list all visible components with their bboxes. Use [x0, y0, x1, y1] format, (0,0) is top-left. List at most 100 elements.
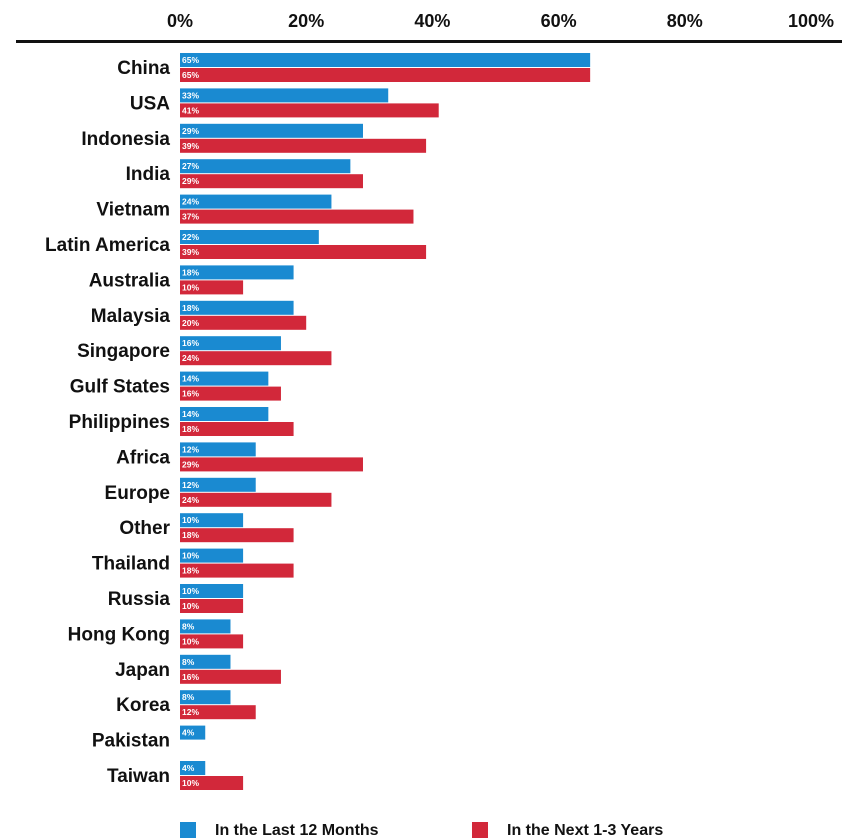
- data-label: 24%: [182, 353, 199, 363]
- data-label: 29%: [182, 126, 199, 136]
- category-label: Japan: [115, 660, 170, 681]
- bar-next-1-3-years: [180, 492, 332, 507]
- bar-last-12-months: [180, 123, 363, 138]
- bar-last-12-months: [180, 761, 206, 775]
- bar-next-1-3-years: [180, 457, 363, 472]
- category-label: Pakistan: [92, 731, 170, 752]
- data-label: 12%: [182, 444, 199, 454]
- category-label: Russia: [108, 589, 171, 610]
- bar-next-1-3-years: [180, 280, 244, 295]
- bar-last-12-months: [180, 230, 319, 244]
- data-label: 14%: [182, 409, 199, 419]
- bar-next-1-3-years: [180, 174, 363, 189]
- legend-label: In the Last 12 Months: [215, 822, 379, 838]
- bar-last-12-months: [180, 371, 269, 386]
- bar-last-12-months: [180, 336, 281, 351]
- legend-swatch: [180, 822, 196, 838]
- category-label: Philippines: [69, 412, 170, 433]
- category-label: Indonesia: [81, 129, 170, 150]
- bar-next-1-3-years: [180, 669, 281, 684]
- category-label: Africa: [116, 447, 170, 468]
- bar-last-12-months: [180, 53, 591, 67]
- x-tick-label: 0%: [167, 11, 193, 31]
- data-label: 65%: [182, 55, 199, 65]
- bar-last-12-months: [180, 690, 231, 705]
- legend-swatch: [472, 822, 488, 838]
- bar-next-1-3-years: [180, 103, 439, 118]
- bar-next-1-3-years: [180, 386, 281, 401]
- data-label: 20%: [182, 318, 199, 328]
- category-label: Singapore: [77, 341, 170, 362]
- category-label: China: [117, 58, 170, 79]
- bar-next-1-3-years: [180, 776, 244, 790]
- bar-last-12-months: [180, 88, 389, 103]
- bar-next-1-3-years: [180, 245, 427, 259]
- category-label: Australia: [89, 270, 171, 291]
- category-labels: China USA Indonesia India Vietnam Latin Ameri…: [45, 58, 171, 787]
- bar-next-1-3-years: [180, 422, 294, 436]
- bar-next-1-3-years: [180, 138, 427, 153]
- data-label: 4%: [182, 763, 195, 773]
- data-label: 12%: [182, 707, 199, 717]
- data-label: 24%: [182, 197, 199, 207]
- data-label: 10%: [182, 282, 199, 292]
- bar-last-12-months: [180, 194, 332, 209]
- bar-last-12-months: [180, 584, 244, 598]
- data-label: 16%: [182, 389, 199, 399]
- data-label: 10%: [182, 551, 199, 561]
- bar-next-1-3-years: [180, 315, 307, 330]
- data-label: 33%: [182, 90, 199, 100]
- category-label: Malaysia: [91, 306, 171, 327]
- data-label: 8%: [182, 621, 195, 631]
- data-label: 14%: [182, 374, 199, 384]
- bar-last-12-months: [180, 654, 231, 669]
- bars: 65% 65% 33% 41% 29% 39% 27% 29% 24% 37% 22% 39% 18% 1…: [180, 53, 591, 790]
- category-label: Korea: [116, 695, 170, 716]
- bar-last-12-months: [180, 548, 244, 563]
- data-label: 16%: [182, 672, 199, 682]
- data-label: 18%: [182, 424, 199, 434]
- data-label: 12%: [182, 480, 199, 490]
- bar-last-12-months: [180, 407, 269, 421]
- category-label: Taiwan: [107, 766, 170, 787]
- data-label: 8%: [182, 657, 195, 667]
- bar-last-12-months: [180, 265, 294, 280]
- data-label: 10%: [182, 778, 199, 788]
- bar-next-1-3-years: [180, 634, 244, 649]
- bar-next-1-3-years: [180, 528, 294, 543]
- x-axis-ticks: 0% 20% 40% 60% 80% 100%: [167, 11, 834, 31]
- bar-next-1-3-years: [180, 599, 244, 613]
- bar-last-12-months: [180, 725, 206, 740]
- bar-next-1-3-years: [180, 563, 294, 578]
- x-tick-label: 60%: [541, 11, 577, 31]
- category-label: Europe: [105, 483, 170, 504]
- data-label: 16%: [182, 338, 199, 348]
- x-tick-label: 20%: [288, 11, 324, 31]
- x-tick-label: 80%: [667, 11, 703, 31]
- data-label: 22%: [182, 232, 199, 242]
- data-label: 10%: [182, 515, 199, 525]
- category-label: Latin America: [45, 235, 170, 256]
- bar-last-12-months: [180, 300, 294, 315]
- data-label: 18%: [182, 530, 199, 540]
- category-label: Thailand: [92, 554, 170, 575]
- legend-label: In the Next 1-3 Years: [507, 822, 663, 838]
- category-label: Hong Kong: [68, 624, 170, 645]
- bar-last-12-months: [180, 442, 256, 457]
- data-label: 39%: [182, 141, 199, 151]
- data-label: 24%: [182, 495, 199, 505]
- bar-next-1-3-years: [180, 68, 591, 82]
- data-label: 65%: [182, 70, 199, 80]
- data-label: 10%: [182, 601, 199, 611]
- data-label: 8%: [182, 692, 195, 702]
- data-label: 27%: [182, 161, 199, 171]
- x-tick-label: 40%: [414, 11, 450, 31]
- data-label: 18%: [182, 566, 199, 576]
- data-label: 41%: [182, 105, 199, 115]
- data-label: 10%: [182, 636, 199, 646]
- category-label: Gulf States: [70, 377, 170, 398]
- data-label: 37%: [182, 212, 199, 222]
- bar-next-1-3-years: [180, 351, 332, 366]
- category-label: Vietnam: [96, 200, 170, 221]
- category-label: Other: [119, 518, 170, 539]
